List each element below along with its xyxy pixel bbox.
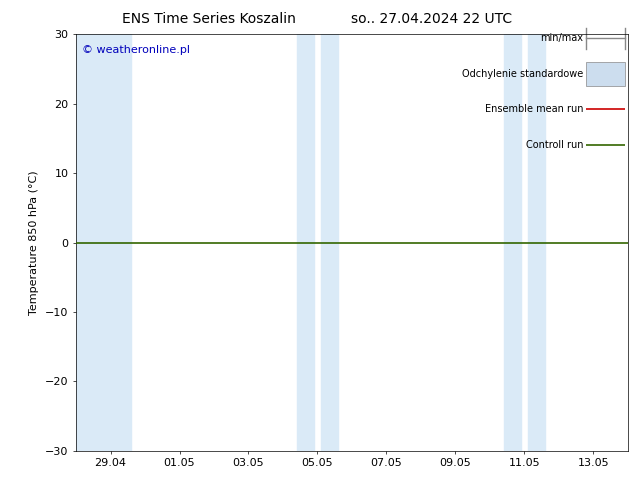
Text: © weatheronline.pl: © weatheronline.pl (82, 45, 190, 55)
Text: Odchylenie standardowe: Odchylenie standardowe (462, 69, 583, 79)
Bar (503, 34, 521, 451)
Text: Controll run: Controll run (526, 140, 583, 149)
Bar (586, 62, 625, 86)
Text: so.. 27.04.2024 22 UTC: so.. 27.04.2024 22 UTC (351, 12, 512, 26)
Bar (527, 34, 545, 451)
Bar (321, 34, 338, 451)
Bar (76, 34, 131, 451)
Bar (297, 34, 314, 451)
Text: min/max: min/max (541, 33, 583, 44)
Text: ENS Time Series Koszalin: ENS Time Series Koszalin (122, 12, 296, 26)
Text: Ensemble mean run: Ensemble mean run (485, 104, 583, 114)
Y-axis label: Temperature 850 hPa (°C): Temperature 850 hPa (°C) (29, 170, 39, 315)
